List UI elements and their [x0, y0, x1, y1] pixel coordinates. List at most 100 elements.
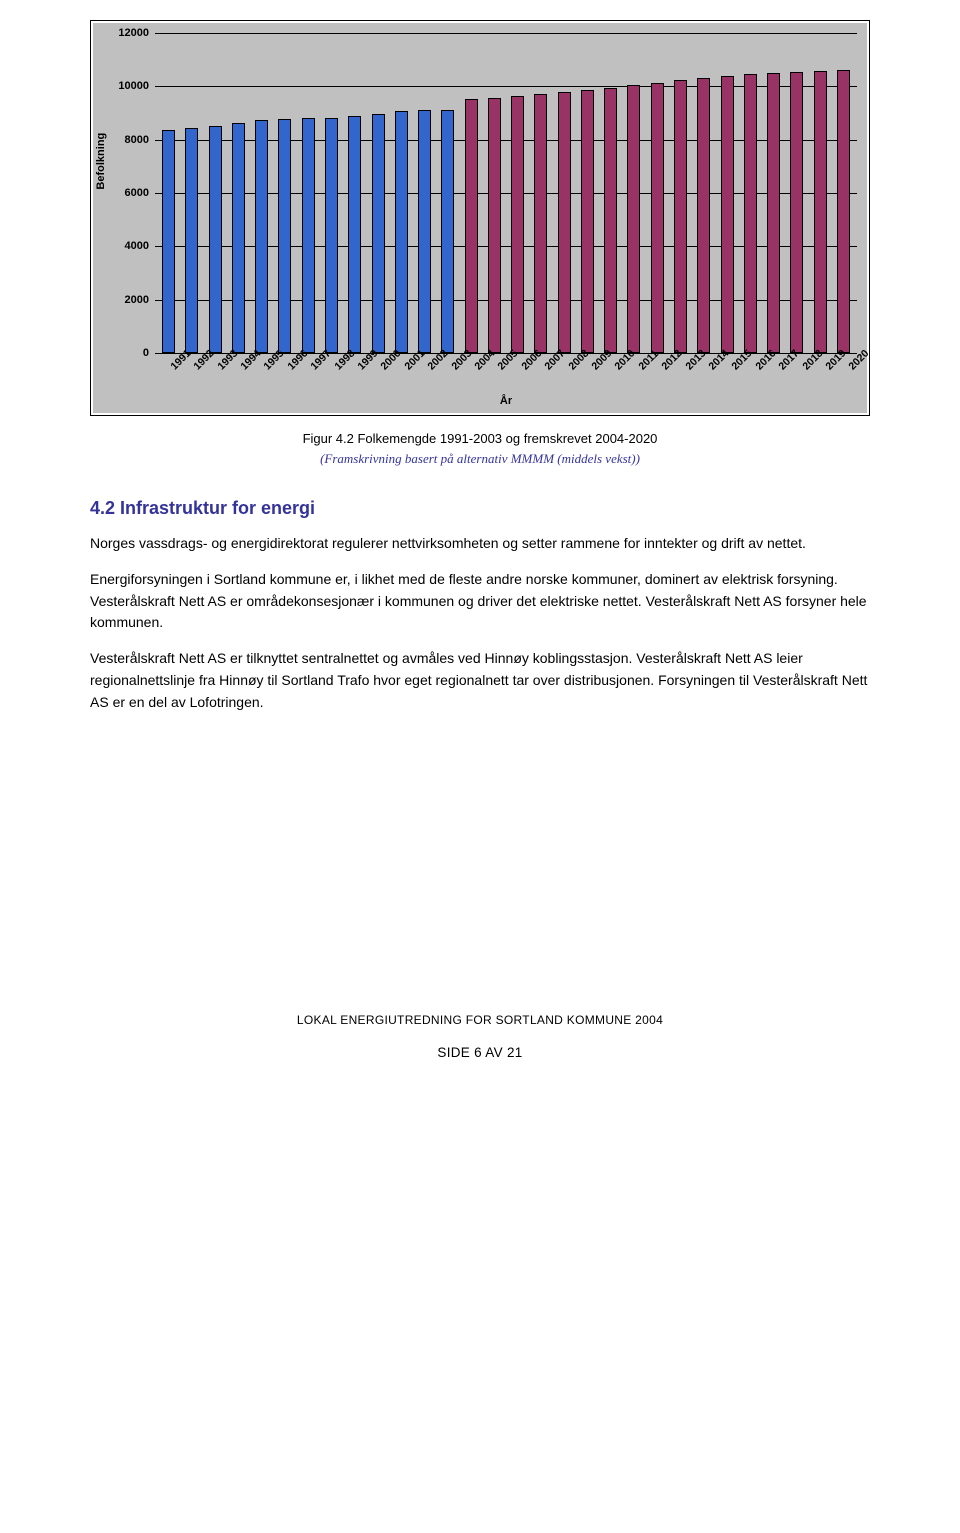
bar-slot — [273, 33, 296, 353]
x-label-slot: 1996 — [272, 357, 295, 385]
x-label-slot: 1999 — [342, 357, 365, 385]
x-label-slot: 2011 — [623, 357, 646, 385]
paragraph: Vesterålskraft Nett AS er tilknyttet sen… — [90, 648, 870, 713]
bar — [581, 90, 594, 353]
bar-slot — [832, 33, 855, 353]
bar — [418, 110, 431, 353]
bar — [558, 92, 571, 353]
bar — [278, 119, 291, 353]
bar — [511, 96, 524, 353]
bar-slot — [646, 33, 669, 353]
bar-slot — [715, 33, 738, 353]
x-label-slot: 2003 — [436, 357, 459, 385]
footer-doc-title: LOKAL ENERGIUTREDNING FOR SORTLAND KOMMU… — [90, 1013, 870, 1027]
bar-slot — [483, 33, 506, 353]
y-tick-label: 0 — [93, 347, 149, 359]
bar — [325, 118, 338, 353]
x-label-slot: 1998 — [319, 357, 342, 385]
bar-slot — [343, 33, 366, 353]
bar-slot — [669, 33, 692, 353]
bar — [255, 120, 268, 353]
x-label-slot: 1997 — [295, 357, 318, 385]
bar-slot — [785, 33, 808, 353]
bar-slot — [576, 33, 599, 353]
bar — [814, 71, 827, 353]
bar-slot — [808, 33, 831, 353]
bar — [837, 70, 850, 353]
bar — [767, 73, 780, 353]
footer-prefix: SIDE — [437, 1045, 474, 1060]
figure-caption: Figur 4.2 Folkemengde 1991-2003 og frems… — [150, 430, 810, 468]
bars — [155, 33, 857, 353]
x-label-slot: 1995 — [249, 357, 272, 385]
bar-slot — [250, 33, 273, 353]
bar-slot — [762, 33, 785, 353]
bar — [395, 111, 408, 353]
x-label-slot: 2015 — [717, 357, 740, 385]
page-footer: LOKAL ENERGIUTREDNING FOR SORTLAND KOMMU… — [90, 1013, 870, 1060]
bar-slot — [599, 33, 622, 353]
plot-area — [155, 33, 857, 353]
bar-slot — [180, 33, 203, 353]
x-label-slot: 2005 — [483, 357, 506, 385]
footer-page-total: 21 — [507, 1045, 523, 1060]
y-tick-label: 4000 — [93, 240, 149, 252]
bar-slot — [459, 33, 482, 353]
bar — [674, 80, 687, 353]
x-label-slot: 2000 — [366, 357, 389, 385]
x-label-slot: 2014 — [693, 357, 716, 385]
bar — [162, 130, 175, 353]
x-label-slot: 2016 — [740, 357, 763, 385]
footer-page-current: 6 — [474, 1045, 482, 1060]
bar-slot — [529, 33, 552, 353]
bar — [534, 94, 547, 353]
x-label-slot: 2018 — [787, 357, 810, 385]
bar-slot — [692, 33, 715, 353]
x-label-slot: 2017 — [764, 357, 787, 385]
befolkning-chart: 020004000600080001000012000 Befolkning 1… — [93, 23, 867, 413]
footer-mid: AV — [482, 1045, 507, 1060]
bar-slot — [506, 33, 529, 353]
bar-slot — [436, 33, 459, 353]
bar — [209, 126, 222, 353]
x-label-slot: 2008 — [553, 357, 576, 385]
bar — [721, 76, 734, 353]
x-axis-label: År — [155, 395, 857, 407]
bar-slot — [739, 33, 762, 353]
bar-slot — [622, 33, 645, 353]
bar — [372, 114, 385, 353]
bar-slot — [227, 33, 250, 353]
x-label-slot: 2019 — [810, 357, 833, 385]
x-label-slot: 2002 — [412, 357, 435, 385]
bar-slot — [413, 33, 436, 353]
x-label-slot: 2010 — [600, 357, 623, 385]
bar-slot — [366, 33, 389, 353]
bar — [651, 83, 664, 353]
bar — [604, 88, 617, 353]
paragraph: Energiforsyningen i Sortland kommune er,… — [90, 569, 870, 634]
x-label-slot: 1991 — [155, 357, 178, 385]
bar-slot — [204, 33, 227, 353]
x-label-slot: 2006 — [506, 357, 529, 385]
x-label-slot: 2020 — [834, 357, 857, 385]
bar-slot — [320, 33, 343, 353]
bar — [441, 110, 454, 353]
x-label-slot: 1992 — [178, 357, 201, 385]
bar — [465, 99, 478, 353]
chart-container: 020004000600080001000012000 Befolkning 1… — [90, 20, 870, 416]
bar-slot — [297, 33, 320, 353]
x-label-slot: 1993 — [202, 357, 225, 385]
bar — [302, 118, 315, 353]
paragraph: Norges vassdrags- og energidirektorat re… — [90, 533, 870, 555]
bar — [185, 128, 198, 353]
bar — [232, 123, 245, 353]
y-tick-label: 12000 — [93, 27, 149, 39]
footer-page-number: SIDE 6 AV 21 — [90, 1045, 870, 1060]
x-label-slot: 2004 — [459, 357, 482, 385]
x-label-slot: 2013 — [670, 357, 693, 385]
document-page: 020004000600080001000012000 Befolkning 1… — [0, 0, 960, 1100]
bar-slot — [553, 33, 576, 353]
section-heading: 4.2 Infrastruktur for energi — [90, 498, 870, 519]
x-label-slot: 2001 — [389, 357, 412, 385]
caption-title: Figur 4.2 Folkemengde 1991-2003 og frems… — [303, 431, 658, 446]
